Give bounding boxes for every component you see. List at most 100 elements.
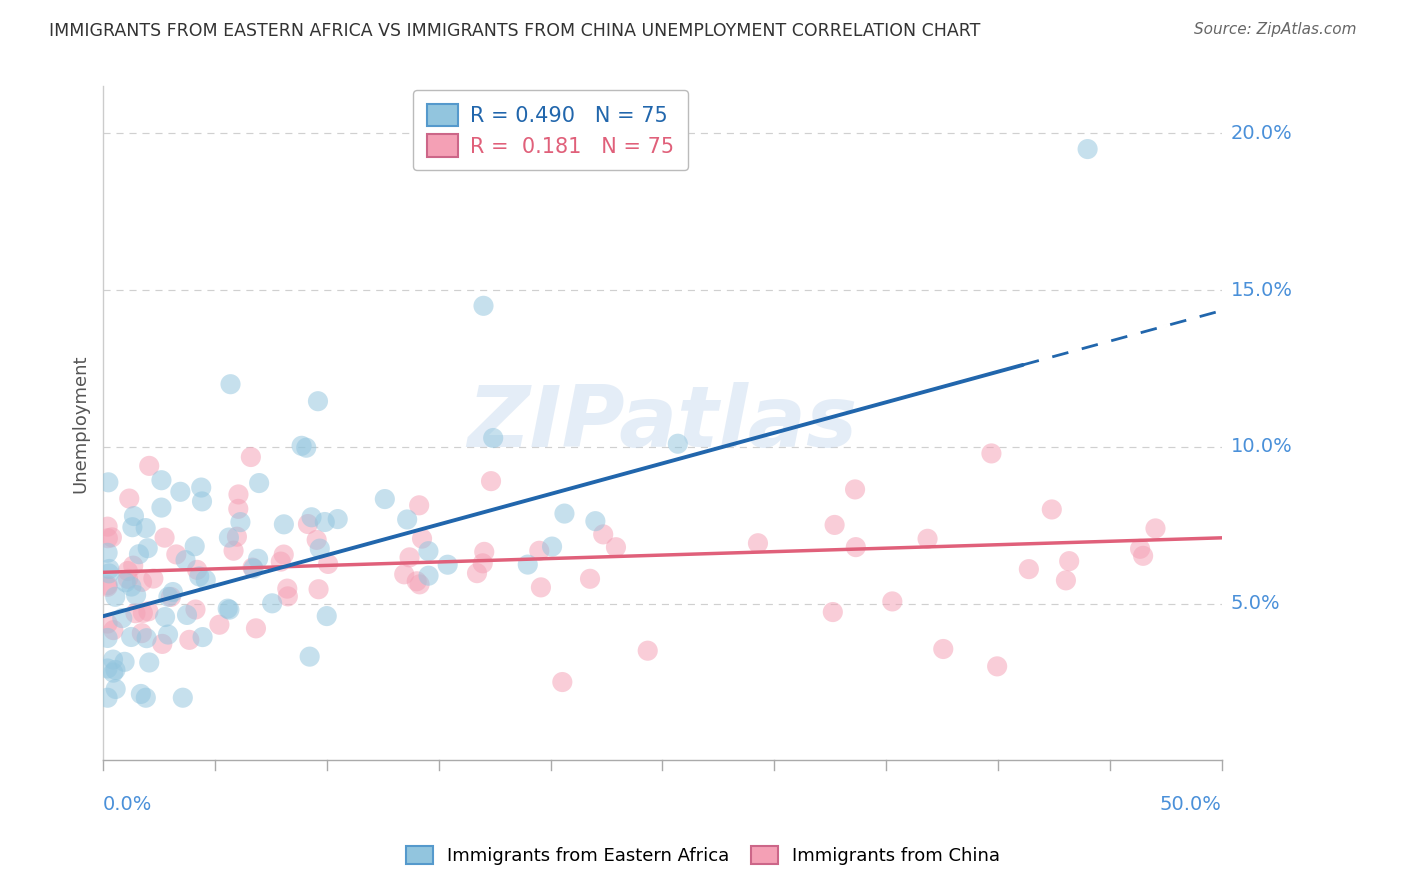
Point (98, 562, 121, 576)
Point (637, 643, 659, 657)
Point (291, 439, 314, 453)
Point (111, 611, 134, 625)
Point (218, 602, 240, 616)
Point (132, 606, 155, 620)
Point (541, 540, 564, 554)
Point (747, 536, 769, 550)
Point (131, 626, 153, 640)
Point (229, 515, 252, 529)
Point (131, 574, 153, 589)
Point (157, 627, 180, 641)
Point (160, 590, 183, 604)
Point (396, 512, 419, 526)
Point (1144, 521, 1167, 535)
Point (122, 509, 145, 524)
Legend: Immigrants from Eastern Africa, Immigrants from China: Immigrants from Eastern Africa, Immigran… (398, 838, 1008, 872)
Point (191, 630, 214, 644)
Point (157, 590, 180, 604)
Point (436, 558, 458, 572)
Point (1132, 549, 1154, 563)
Point (398, 550, 420, 565)
Point (242, 560, 264, 574)
Point (315, 609, 337, 624)
Point (97, 580, 120, 594)
Point (217, 601, 239, 615)
Point (308, 541, 330, 556)
Point (408, 498, 430, 512)
Point (104, 681, 127, 696)
Point (242, 561, 264, 575)
Point (553, 507, 575, 521)
Point (150, 500, 173, 515)
Point (226, 530, 249, 544)
Point (122, 558, 145, 573)
Point (219, 377, 242, 392)
Point (276, 582, 298, 596)
Point (191, 494, 214, 508)
Text: 0.0%: 0.0% (103, 795, 152, 814)
Text: 50.0%: 50.0% (1160, 795, 1222, 814)
Point (121, 520, 143, 534)
Point (124, 606, 146, 620)
Point (666, 436, 689, 450)
Point (305, 533, 328, 547)
Point (529, 543, 551, 558)
Point (104, 663, 127, 677)
Point (374, 491, 396, 506)
Point (97, 475, 120, 490)
Point (128, 547, 150, 561)
Point (239, 450, 262, 464)
Point (114, 655, 136, 669)
Point (138, 458, 160, 473)
Point (117, 572, 139, 586)
Point (169, 484, 191, 499)
Point (222, 543, 245, 558)
Point (418, 544, 440, 558)
Point (120, 580, 142, 594)
Legend: R = 0.490   N = 75, R =  0.181   N = 75: R = 0.490 N = 75, R = 0.181 N = 75 (413, 90, 688, 170)
Point (153, 610, 176, 624)
Point (308, 582, 330, 597)
Point (247, 476, 270, 491)
Point (183, 539, 205, 553)
Point (245, 621, 267, 635)
Point (301, 510, 323, 524)
Point (120, 630, 142, 644)
Point (226, 501, 249, 516)
Point (136, 541, 159, 556)
Point (605, 540, 627, 554)
Point (97, 519, 120, 533)
Text: Source: ZipAtlas.com: Source: ZipAtlas.com (1194, 22, 1357, 37)
Point (392, 567, 415, 582)
Point (821, 605, 844, 619)
Point (104, 590, 127, 604)
Point (98, 566, 121, 581)
Point (405, 574, 427, 589)
Point (129, 687, 152, 701)
Point (551, 675, 574, 690)
Point (165, 548, 187, 562)
Point (172, 690, 194, 705)
Point (97, 578, 120, 592)
Point (190, 481, 212, 495)
Point (579, 572, 602, 586)
Point (277, 590, 299, 604)
Point (1077, 142, 1099, 156)
Point (150, 637, 173, 651)
Point (125, 588, 148, 602)
Point (184, 602, 207, 616)
Point (307, 394, 329, 409)
Point (162, 585, 184, 599)
Point (314, 515, 336, 529)
Point (138, 604, 160, 618)
Point (218, 531, 240, 545)
Point (174, 553, 197, 567)
Point (297, 516, 319, 531)
Text: ZIPatlas: ZIPatlas (467, 382, 858, 465)
Point (986, 659, 1008, 673)
Point (1129, 541, 1152, 556)
Point (176, 607, 198, 622)
Point (228, 487, 250, 501)
Point (316, 557, 339, 571)
Text: IMMIGRANTS FROM EASTERN AFRICA VS IMMIGRANTS FROM CHINA UNEMPLOYMENT CORRELATION: IMMIGRANTS FROM EASTERN AFRICA VS IMMIGR… (49, 22, 980, 40)
